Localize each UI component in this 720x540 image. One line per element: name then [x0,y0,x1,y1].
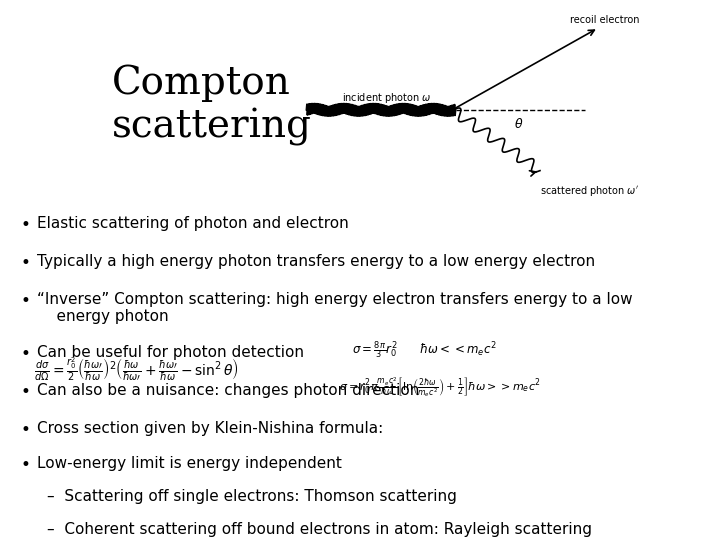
Text: Typically a high energy photon transfers energy to a low energy electron: Typically a high energy photon transfers… [37,254,595,269]
Text: •: • [21,215,31,234]
Text: $\sigma = \frac{8\pi}{3} r_0^2 \qquad \hbar\omega << m_e c^2$: $\sigma = \frac{8\pi}{3} r_0^2 \qquad \h… [352,340,497,361]
Text: “Inverse” Compton scattering: high energy electron transfers energy to a low
   : “Inverse” Compton scattering: high energ… [37,292,633,324]
Text: –  Scattering off single electrons: Thomson scattering: – Scattering off single electrons: Thoms… [47,489,456,504]
Text: Low-energy limit is energy independent: Low-energy limit is energy independent [37,456,342,471]
Text: $\sigma = r_0^2 \pi \frac{m_e c^2}{\hbar\omega}\left[\ln\!\left(\frac{2\hbar\ome: $\sigma = r_0^2 \pi \frac{m_e c^2}{\hbar… [339,375,541,400]
Text: $\theta$: $\theta$ [514,117,523,131]
Text: Elastic scattering of photon and electron: Elastic scattering of photon and electro… [37,215,348,231]
Text: recoil electron: recoil electron [570,15,639,25]
Text: Can also be a nuisance: changes photon direction: Can also be a nuisance: changes photon d… [37,383,420,398]
Text: $\frac{d\sigma}{d\Omega} = \frac{r_0^2}{2}\left(\frac{\hbar\omega\prime}{\hbar\o: $\frac{d\sigma}{d\Omega} = \frac{r_0^2}{… [34,355,239,383]
Text: •: • [21,456,31,474]
Text: •: • [21,383,31,401]
Text: •: • [21,421,31,439]
Text: •: • [21,345,31,363]
Text: Cross section given by Klein-Nishina formula:: Cross section given by Klein-Nishina for… [37,421,383,436]
Text: •: • [21,254,31,272]
Text: Can be useful for photon detection: Can be useful for photon detection [37,345,304,360]
Text: –  Coherent scattering off bound electrons in atom: Rayleigh scattering: – Coherent scattering off bound electron… [47,522,592,537]
Text: scattered photon $\omega'$: scattered photon $\omega'$ [540,184,639,198]
Text: •: • [21,292,31,310]
Text: Compton
scattering: Compton scattering [112,65,312,146]
Text: incident photon $\omega$: incident photon $\omega$ [342,91,431,105]
